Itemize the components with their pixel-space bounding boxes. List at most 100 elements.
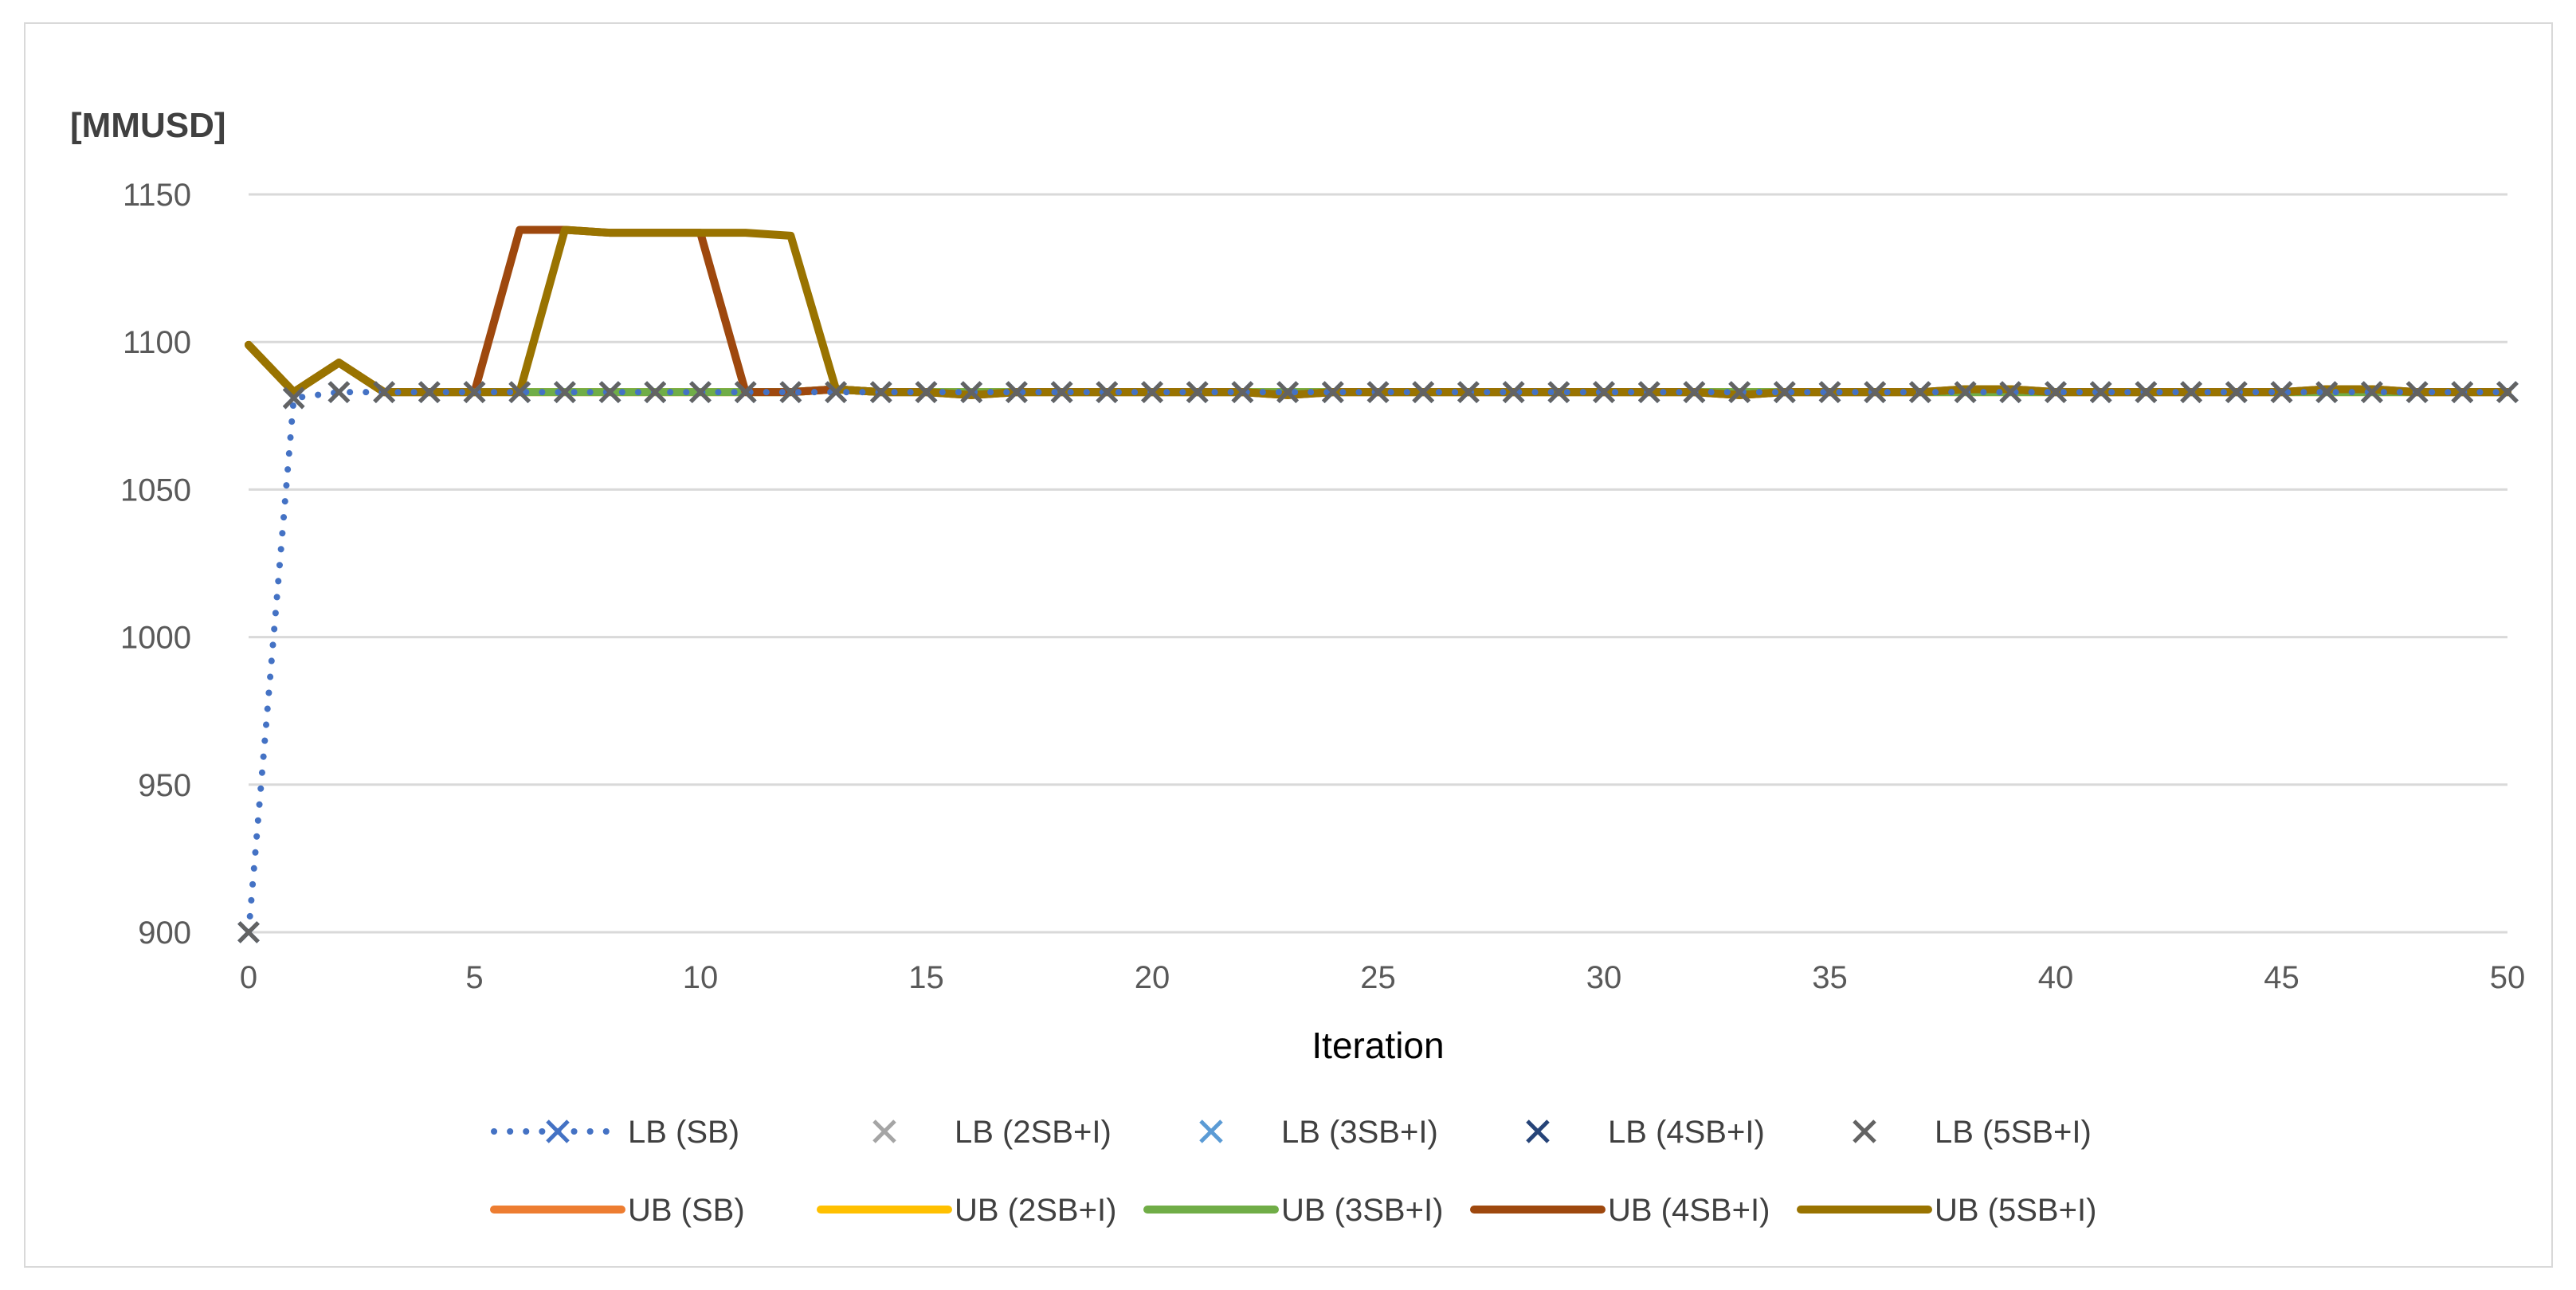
legend-label: LB (2SB+I) — [955, 1115, 1112, 1150]
marker-lb-5sb-i — [2361, 381, 2383, 403]
marker-lb-5sb-i — [373, 381, 395, 403]
marker-lb-5sb-i — [1818, 381, 1841, 403]
legend-item-lb-4sb-i: LB (4SB+I) — [1526, 1115, 1765, 1150]
marker-lb-5sb-i — [689, 381, 712, 403]
marker-lb-5sb-i — [2315, 381, 2338, 403]
series-line-ub-2sb-i — [245, 340, 2511, 397]
marker-lb-5sb-i — [1864, 381, 1886, 403]
legend-item-ub-2sb-i: UB (2SB+I) — [817, 1193, 1116, 1228]
series-plot-area — [237, 225, 2519, 943]
y-tick-label: 1100 — [123, 325, 191, 360]
axis-labels: [MMUSD] Iteration — [70, 106, 1445, 1066]
marker-lb-5sb-i — [2045, 381, 2067, 403]
marker-lb-5sb-i — [1322, 381, 1344, 403]
legend-marker — [872, 1119, 896, 1143]
legend: LB (SB) LB (2SB+I) LB (3SB+I) LB (4SB+I) LB … — [490, 1115, 2096, 1228]
x-tick-label: 30 — [1586, 960, 1622, 995]
marker-lb-5sb-i — [644, 381, 667, 403]
legend-label: UB (2SB+I) — [955, 1193, 1116, 1228]
marker-lb-5sb-i — [1547, 381, 1570, 403]
marker-lb-5sb-i — [1366, 381, 1390, 403]
legend-label: LB (SB) — [628, 1115, 739, 1150]
x-tick-label: 35 — [1812, 960, 1848, 995]
marker-lb-5sb-i — [1728, 381, 1751, 403]
marker-lb-5sb-i — [1412, 381, 1434, 403]
legend-item-lb-2sb-i: LB (2SB+I) — [872, 1115, 1112, 1150]
y-unit-label: [MMUSD] — [70, 106, 226, 145]
legend-label: UB (SB) — [628, 1193, 745, 1228]
marker-lb-5sb-i — [1141, 381, 1163, 403]
legend-marker — [1853, 1119, 1876, 1143]
legend-item-ub-3sb-i: UB (3SB+I) — [1143, 1193, 1443, 1228]
marker-lb-5sb-i — [1683, 381, 1706, 403]
y-tick-label: 1000 — [120, 621, 191, 656]
series-line-lb-sb — [245, 389, 2511, 935]
marker-lb-5sb-i — [282, 386, 305, 410]
marker-lb-5sb-i — [598, 381, 621, 403]
x-tick-label: 40 — [2038, 960, 2074, 995]
legend-item-lb-sb: LB (SB) — [491, 1115, 739, 1150]
marker-lb-5sb-i — [508, 381, 531, 403]
series-line-ub-5sb-i — [245, 225, 2511, 399]
legend-marker — [1199, 1119, 1223, 1143]
legend-label: UB (5SB+I) — [1935, 1193, 2096, 1228]
legend-label: LB (5SB+I) — [1935, 1115, 2092, 1150]
legend-label: LB (3SB+I) — [1281, 1115, 1438, 1150]
marker-lb-5sb-i — [1231, 381, 1254, 403]
marker-lb-5sb-i — [779, 381, 802, 403]
marker-lb-5sb-i — [1502, 381, 1525, 403]
marker-lb-5sb-i — [2405, 381, 2429, 403]
y-tick-label: 1150 — [123, 178, 191, 213]
legend-item-ub-4sb-i: UB (4SB+I) — [1470, 1193, 1770, 1228]
marker-lb-5sb-i — [915, 381, 938, 403]
grid-lines: 900 950 1000 1050 1100 1150 0 5 10 15 20 25 30 35 40 45… — [120, 178, 2525, 995]
legend-marker — [1526, 1119, 1550, 1143]
marker-lb-5sb-i — [1909, 381, 1931, 403]
legend-item-lb-3sb-i: LB (3SB+I) — [1199, 1115, 1438, 1150]
marker-lb-5sb-i — [870, 381, 892, 403]
x-tick-label: 5 — [465, 960, 483, 995]
marker-lb-5sb-i — [1050, 381, 1073, 403]
legend-label: UB (3SB+I) — [1281, 1193, 1443, 1228]
x-tick-label: 10 — [683, 960, 719, 995]
marker-lb-5sb-i — [1954, 381, 1977, 403]
marker-lb-5sb-i — [418, 381, 441, 403]
y-tick-label: 900 — [138, 916, 191, 951]
legend-marker — [546, 1119, 570, 1143]
marker-lb-5sb-i — [554, 381, 576, 403]
marker-lb-5sb-i — [1276, 381, 1299, 403]
legend-item-ub-5sb-i: UB (5SB+I) — [1797, 1193, 2096, 1228]
x-tick-label: 50 — [2490, 960, 2526, 995]
legend-item-ub-sb: UB (SB) — [490, 1193, 745, 1228]
marker-lb-5sb-i — [463, 381, 486, 403]
marker-lb-5sb-i — [1006, 381, 1028, 403]
x-tick-label: 25 — [1360, 960, 1396, 995]
marker-lb-5sb-i — [1774, 381, 1796, 403]
legend-label: UB (4SB+I) — [1608, 1193, 1770, 1228]
marker-lb-5sb-i — [2089, 381, 2112, 403]
x-tick-label: 20 — [1135, 960, 1170, 995]
marker-lb-5sb-i — [2225, 381, 2248, 403]
marker-lb-5sb-i — [2180, 381, 2202, 403]
series-line-ub-3sb-i — [245, 340, 2511, 397]
marker-lb-5sb-i — [1186, 381, 1209, 403]
marker-lb-5sb-i — [2496, 381, 2519, 403]
x-tick-label: 0 — [240, 960, 257, 995]
marker-lb-5sb-i — [2135, 381, 2158, 403]
x-axis-title: Iteration — [1312, 1025, 1444, 1066]
x-tick-label: 15 — [908, 960, 944, 995]
legend-item-lb-5sb-i: LB (5SB+I) — [1853, 1115, 2092, 1150]
marker-lb-5sb-i — [1999, 381, 2022, 403]
x-tick-label: 45 — [2264, 960, 2300, 995]
marker-lb-5sb-i — [960, 381, 982, 403]
marker-lb-5sb-i — [1457, 381, 1480, 403]
legend-label: LB (4SB+I) — [1608, 1115, 1765, 1150]
marker-lb-5sb-i — [327, 381, 351, 403]
marker-lb-5sb-i — [825, 381, 847, 403]
y-tick-label: 1050 — [120, 472, 191, 508]
marker-lb-5sb-i — [2451, 381, 2474, 403]
marker-lb-5sb-i — [1096, 381, 1119, 403]
chart-frame — [24, 22, 2553, 1268]
marker-lb-5sb-i — [1593, 381, 1615, 403]
